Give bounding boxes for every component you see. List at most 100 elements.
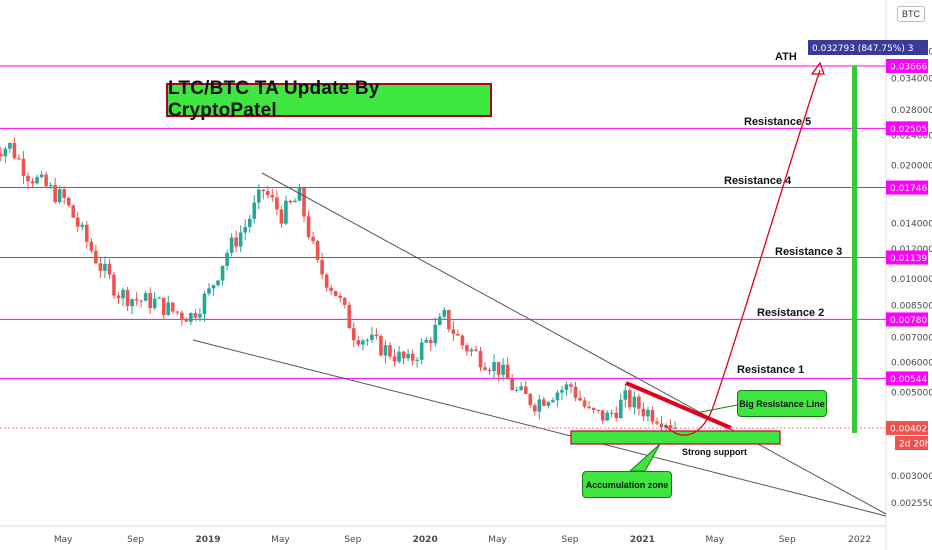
candle-body (279, 209, 284, 224)
resistance-5-label: Resistance 5 (744, 116, 811, 128)
candle-body (437, 316, 442, 325)
candle-body (388, 345, 392, 357)
candle-body (564, 384, 569, 391)
candle-body (333, 290, 338, 296)
candle-body (569, 384, 573, 387)
candle-body (324, 274, 329, 288)
x-tick-9: May (705, 535, 724, 545)
currency-badge[interactable]: BTC (897, 6, 925, 22)
candle-body (62, 189, 66, 198)
resistance-4-label: Resistance 4 (724, 175, 792, 187)
candle-body (252, 202, 257, 219)
candle-body (492, 362, 496, 371)
candle-body (374, 334, 379, 337)
candle-body (157, 297, 162, 299)
candle-body (220, 265, 225, 281)
candle-body (668, 425, 673, 429)
callout-pointer-brl (700, 404, 738, 413)
candle-body (161, 297, 166, 315)
candle-body (171, 302, 175, 312)
level-tag-5 (886, 371, 928, 386)
candle-body (184, 318, 189, 322)
candle-body (609, 412, 614, 414)
candle-body (48, 185, 53, 187)
candle-body (35, 177, 39, 184)
candle-body (207, 288, 211, 294)
countdown-tag (895, 436, 928, 450)
level-tag-text-5: 0.005447 (890, 375, 932, 385)
resistance-levels (0, 65, 886, 379)
price-axis: 0.0400000.0340000.0280000.0240000.020000… (891, 48, 932, 509)
candle-body (510, 378, 514, 391)
falling-wedge-upper-line (261, 172, 887, 515)
chart-title-box: LTC/BTC TA Update By CryptoPatel (166, 78, 492, 121)
candle-body (428, 339, 433, 344)
x-tick-4: Sep (344, 535, 361, 545)
candle-body (130, 299, 134, 307)
candle-body (419, 342, 424, 360)
level-tag-text-1: 0.025059 (890, 125, 932, 135)
candle-body (460, 335, 465, 346)
projection-arrow-path (664, 69, 821, 436)
y-tick-2: 0.028000 (891, 106, 932, 116)
candle-body (125, 289, 130, 307)
candle-body (288, 200, 293, 203)
candle-body (587, 406, 591, 408)
candle-body (293, 200, 297, 203)
time-axis: May Sep 2019 May Sep 2020 May Sep 2021 May Sep 2022 (54, 535, 871, 545)
candle-body (297, 188, 302, 201)
target-tag (808, 40, 928, 55)
candle-body (379, 336, 383, 356)
candle-body (329, 287, 333, 291)
y-tick-13: 0.002550 (891, 499, 932, 509)
candle-body (238, 232, 243, 247)
candle-body (465, 345, 469, 352)
candle-body (673, 428, 677, 430)
candle-body (275, 197, 279, 210)
candle-body (546, 402, 551, 406)
candle-body (487, 370, 492, 372)
y-tick-4: 0.020000 (891, 161, 932, 171)
candle-body (107, 263, 112, 275)
candle-body (523, 386, 528, 394)
candle-body (306, 216, 311, 237)
candle-body (600, 410, 605, 421)
candle-body (578, 397, 582, 401)
candle-body (478, 350, 483, 368)
candle-body (650, 409, 655, 422)
candle-body (12, 142, 17, 159)
candle-body (261, 189, 266, 192)
candle-body (211, 285, 216, 289)
candle-body (365, 339, 370, 341)
candle-body (560, 390, 564, 393)
x-tick-7: Sep (562, 535, 579, 545)
candle-body (85, 224, 89, 242)
big-resistance-line-callout: Big Resistance Line (737, 390, 827, 417)
candle-body (266, 191, 270, 196)
candle-body (66, 197, 71, 206)
candle-body (646, 409, 650, 417)
candle-body (370, 334, 374, 340)
candle-body (103, 263, 107, 271)
x-tick-2: 2019 (195, 535, 220, 545)
candle-body (655, 421, 659, 424)
candle-body (94, 250, 98, 264)
candle-body (347, 304, 352, 329)
candle-body (152, 298, 157, 309)
candle-body (424, 339, 428, 343)
candle-body (302, 188, 306, 217)
candle-body (311, 236, 315, 242)
candle-body (8, 142, 12, 149)
candle-body (474, 349, 478, 351)
candle-body (121, 289, 125, 299)
candle-body (89, 241, 94, 251)
level-tag-4 (886, 312, 928, 327)
candle-body (582, 400, 587, 407)
y-tick-12: 0.003000 (891, 472, 932, 482)
level-tag-text-0: 0.036661 (890, 63, 932, 73)
y-tick-1: 0.034000 (891, 74, 932, 84)
candle-body (98, 263, 103, 271)
candle-body (628, 390, 632, 408)
candle-body (3, 148, 8, 157)
